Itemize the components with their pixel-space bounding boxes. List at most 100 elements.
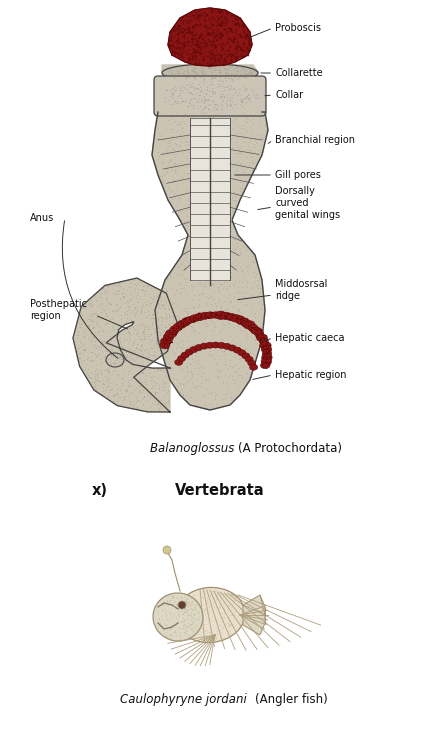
Point — [102, 384, 109, 396]
Point — [198, 377, 204, 389]
Point — [208, 241, 215, 252]
Point — [201, 34, 208, 46]
Point — [93, 370, 100, 382]
Point — [209, 28, 216, 39]
Point — [263, 346, 270, 358]
Point — [107, 313, 114, 324]
Point — [256, 327, 263, 339]
Point — [239, 120, 246, 131]
Point — [209, 585, 216, 597]
Point — [265, 342, 272, 354]
Point — [234, 281, 241, 293]
Ellipse shape — [160, 340, 170, 349]
Point — [229, 34, 236, 46]
Point — [188, 14, 195, 26]
Point — [221, 82, 228, 93]
Point — [221, 67, 228, 79]
Point — [198, 104, 205, 115]
Point — [171, 160, 178, 171]
Point — [237, 182, 244, 194]
Point — [262, 347, 269, 359]
Point — [230, 613, 237, 625]
Point — [184, 361, 191, 373]
Point — [186, 136, 193, 147]
Point — [146, 329, 153, 340]
Point — [204, 596, 211, 608]
Point — [198, 42, 205, 54]
Point — [209, 278, 216, 289]
Point — [191, 599, 198, 611]
Point — [168, 362, 175, 374]
Point — [217, 66, 224, 78]
Point — [196, 175, 203, 187]
Point — [122, 345, 129, 356]
Point — [180, 12, 187, 23]
Point — [179, 296, 186, 308]
Point — [117, 340, 124, 352]
Point — [220, 591, 227, 603]
Point — [152, 331, 159, 343]
Point — [188, 618, 195, 630]
Point — [244, 352, 251, 364]
Point — [198, 615, 205, 626]
Point — [215, 78, 222, 90]
Point — [193, 9, 200, 20]
Point — [174, 591, 181, 603]
Point — [193, 37, 200, 49]
Point — [175, 42, 182, 53]
Point — [181, 620, 188, 631]
Point — [259, 352, 266, 364]
Point — [191, 227, 198, 239]
Point — [245, 90, 252, 101]
Point — [190, 9, 197, 21]
Point — [237, 89, 244, 101]
Point — [224, 50, 231, 62]
Point — [167, 34, 174, 46]
Point — [99, 297, 106, 309]
Point — [204, 163, 211, 174]
Point — [155, 322, 162, 334]
Ellipse shape — [230, 315, 242, 322]
Point — [218, 161, 225, 173]
Point — [238, 265, 245, 277]
Point — [223, 188, 230, 200]
Point — [140, 376, 147, 388]
Point — [250, 322, 257, 334]
Ellipse shape — [173, 324, 182, 331]
Point — [211, 588, 218, 599]
Point — [208, 48, 215, 60]
Point — [196, 9, 203, 20]
Point — [118, 310, 125, 321]
Point — [189, 21, 196, 33]
Point — [204, 109, 211, 121]
Point — [184, 217, 191, 228]
Point — [191, 599, 198, 610]
Point — [260, 358, 267, 370]
Point — [252, 324, 259, 336]
Point — [236, 609, 243, 621]
Point — [98, 346, 105, 357]
Point — [217, 52, 224, 64]
Point — [190, 47, 197, 58]
Point — [212, 87, 219, 99]
Point — [170, 354, 177, 366]
Point — [208, 308, 215, 319]
Point — [138, 344, 145, 356]
Point — [187, 324, 194, 336]
Point — [239, 160, 246, 171]
Point — [198, 87, 205, 98]
Point — [208, 85, 215, 97]
Point — [222, 588, 229, 600]
Point — [231, 378, 238, 389]
Point — [161, 384, 168, 396]
Point — [225, 23, 232, 34]
Point — [107, 346, 114, 358]
Point — [107, 346, 114, 358]
Point — [202, 20, 209, 31]
Point — [229, 618, 236, 630]
Point — [247, 149, 254, 161]
Point — [112, 398, 119, 410]
Point — [197, 144, 204, 156]
Point — [216, 74, 223, 86]
Point — [252, 271, 259, 283]
